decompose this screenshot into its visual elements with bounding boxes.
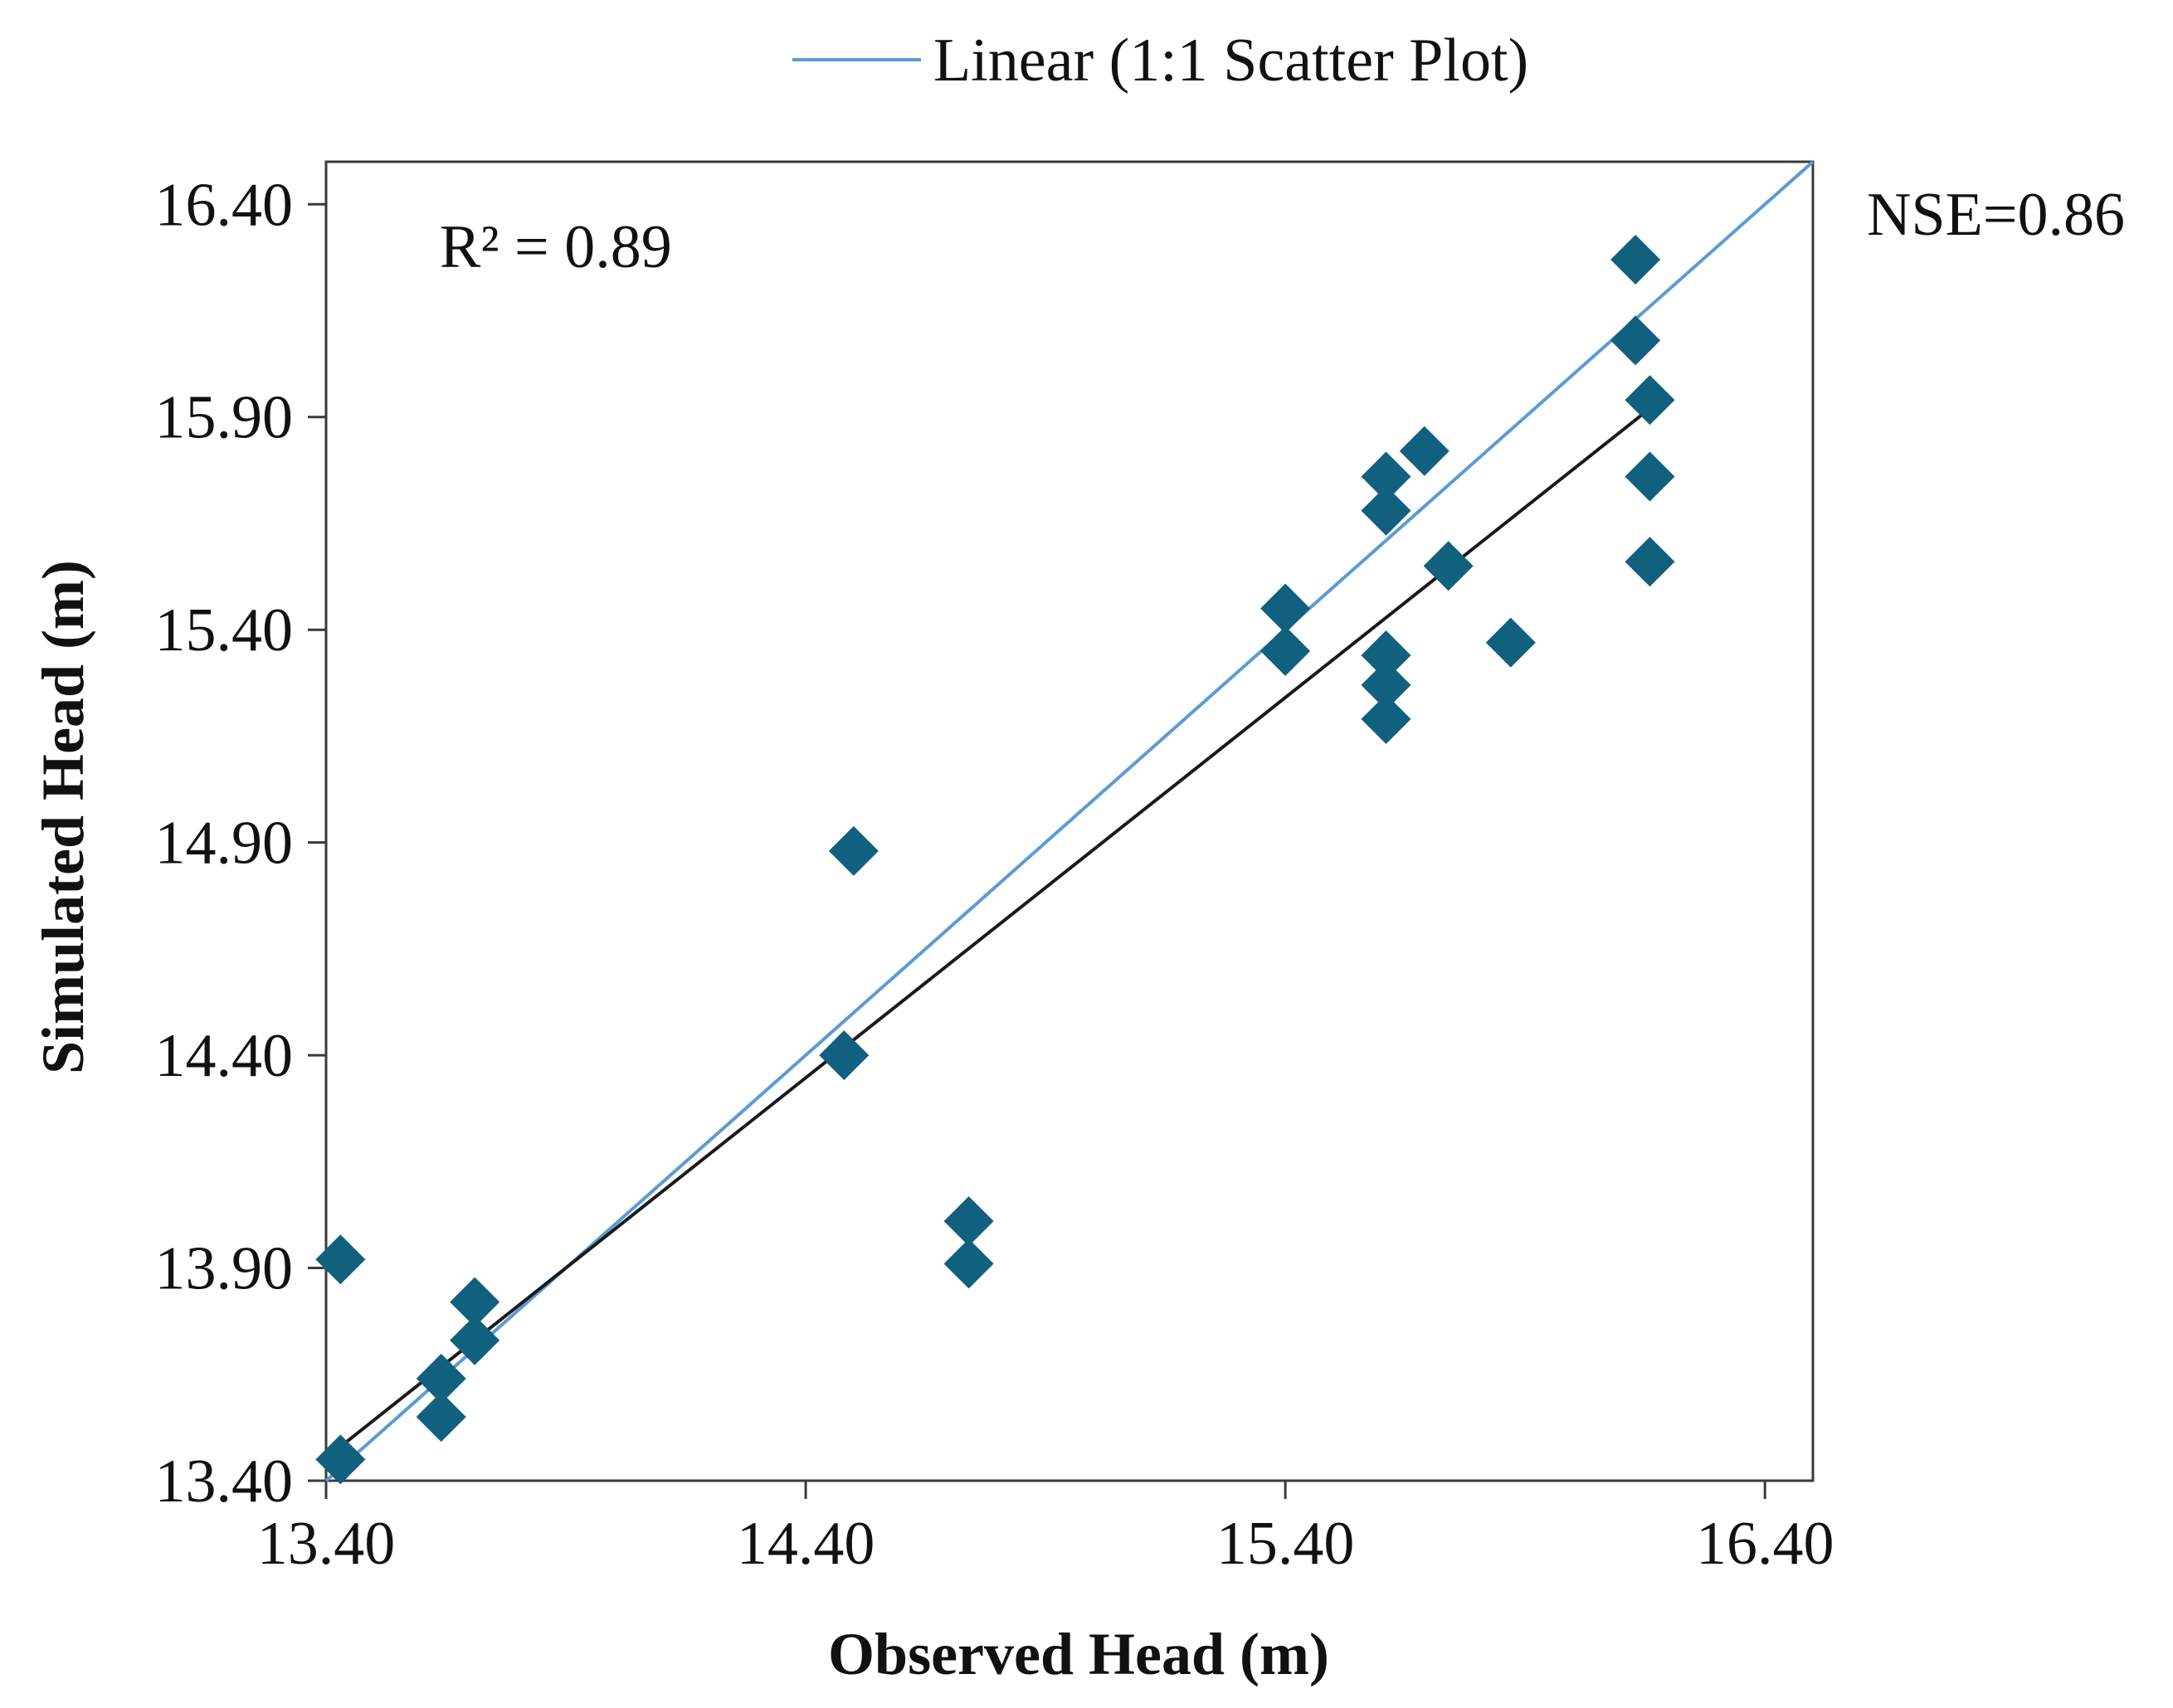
data-point-10 [1260, 625, 1311, 676]
y-tick-label-2: 14.40 [155, 1022, 294, 1090]
legend-label: Linear (1:1 Scatter Plot) [933, 27, 1528, 95]
y-tick-label-0: 13.40 [155, 1448, 294, 1516]
y-tick-label-6: 16.40 [155, 171, 294, 239]
y-tick-label-1: 13.90 [155, 1235, 294, 1303]
data-point-16 [1361, 451, 1411, 502]
data-point-11 [1260, 583, 1311, 634]
y-tick-label-4: 15.40 [155, 596, 294, 664]
data-point-21 [1610, 234, 1661, 285]
r-squared-annotation: R² = 0.89 [440, 213, 672, 281]
y-tick-label-3: 14.90 [155, 810, 294, 878]
data-point-3 [416, 1353, 466, 1404]
x-tick-label-3: 16.40 [1696, 1510, 1834, 1578]
x-axis-title: Observed Head (m) [828, 1621, 1329, 1687]
data-point-17 [1399, 426, 1449, 476]
nse-annotation: NSE=0.86 [1867, 181, 2125, 249]
fit-lines [324, 160, 1815, 1482]
data-point-12 [1361, 693, 1411, 744]
x-tick-label-2: 15.40 [1216, 1510, 1355, 1578]
plot-area [324, 160, 1815, 1482]
data-points [315, 234, 1675, 1485]
data-point-20 [1610, 315, 1661, 366]
x-axis-ticks [324, 1481, 1766, 1499]
trend-line [339, 406, 1651, 1448]
y-axis-tick-labels: 13.40 13.90 14.40 14.90 15.40 15.90 16.40 [155, 171, 294, 1516]
data-point-2 [416, 1392, 466, 1443]
x-tick-label-1: 14.40 [737, 1510, 875, 1578]
data-point-1 [315, 1234, 366, 1285]
data-point-6 [819, 1030, 870, 1081]
x-axis-tick-labels: 13.40 14.40 15.40 16.40 [257, 1510, 1834, 1578]
data-point-23 [1625, 451, 1675, 502]
data-point-8 [943, 1238, 994, 1289]
y-axis-title: Simulated Head (m) [30, 560, 96, 1074]
data-point-22 [1625, 537, 1675, 587]
data-point-24 [1625, 375, 1675, 426]
y-tick-label-5: 15.90 [155, 384, 294, 452]
data-point-14 [1361, 630, 1411, 680]
data-point-0 [315, 1434, 366, 1485]
data-point-15 [1361, 485, 1411, 536]
data-point-18 [1423, 541, 1474, 591]
data-point-7 [828, 825, 879, 876]
x-tick-label-0: 13.40 [257, 1510, 396, 1578]
data-point-13 [1361, 659, 1411, 710]
y-axis-ticks [308, 202, 326, 1482]
data-point-19 [1485, 617, 1536, 668]
data-point-4 [450, 1315, 500, 1365]
data-point-9 [943, 1196, 994, 1247]
legend: Linear (1:1 Scatter Plot) [792, 27, 1528, 95]
data-point-5 [450, 1277, 500, 1327]
